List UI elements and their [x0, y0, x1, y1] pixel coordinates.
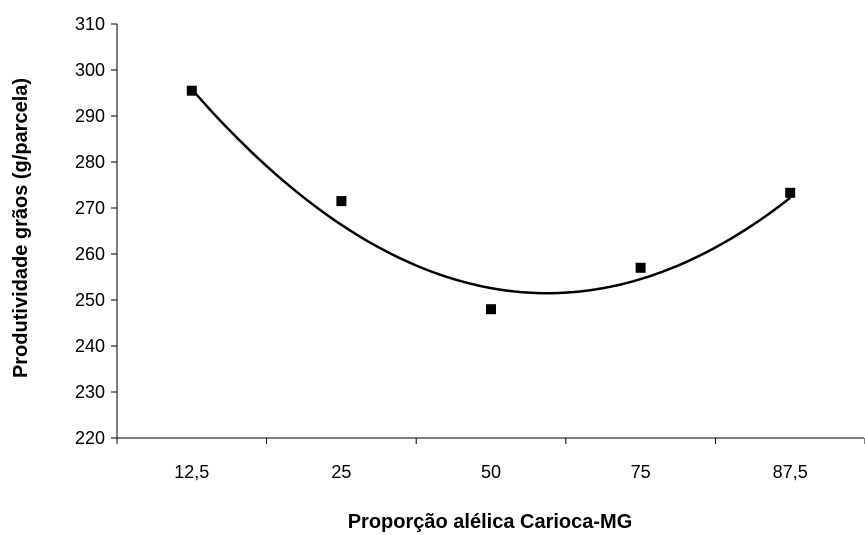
y-tick-label: 250 [75, 290, 105, 310]
data-point [635, 262, 646, 273]
data-point [336, 196, 347, 207]
x-axis-title: Proporção alélica Carioca-MG [348, 511, 633, 533]
data-point [186, 85, 197, 96]
points-group [186, 85, 796, 315]
x-tick-label: 12,5 [174, 462, 209, 482]
x-tick-label: 75 [631, 462, 651, 482]
y-axis-title: Produtividade grãos (g/parcela) [10, 78, 32, 378]
y-tick-label: 260 [75, 244, 105, 264]
y-tick-label: 300 [75, 60, 105, 80]
y-tick-label: 220 [75, 428, 105, 448]
x-tick-label: 25 [331, 462, 351, 482]
data-point [486, 304, 496, 315]
labels-group: 220 230 240 250 260 270 280 290 300 310 12,5 25 50 75… [75, 14, 808, 482]
data-point [785, 187, 796, 198]
axes [111, 23, 865, 444]
y-tick-label: 270 [75, 198, 105, 218]
trendline-group [190, 88, 791, 295]
y-tick-label: 310 [75, 14, 105, 34]
trendline [190, 88, 791, 295]
y-tick-label: 240 [75, 336, 105, 356]
y-tick-label: 290 [75, 106, 105, 126]
y-tick-label: 280 [75, 152, 105, 172]
y-tick-label: 230 [75, 382, 105, 402]
x-tick-label: 87,5 [773, 462, 808, 482]
x-tick-label: 50 [481, 462, 501, 482]
